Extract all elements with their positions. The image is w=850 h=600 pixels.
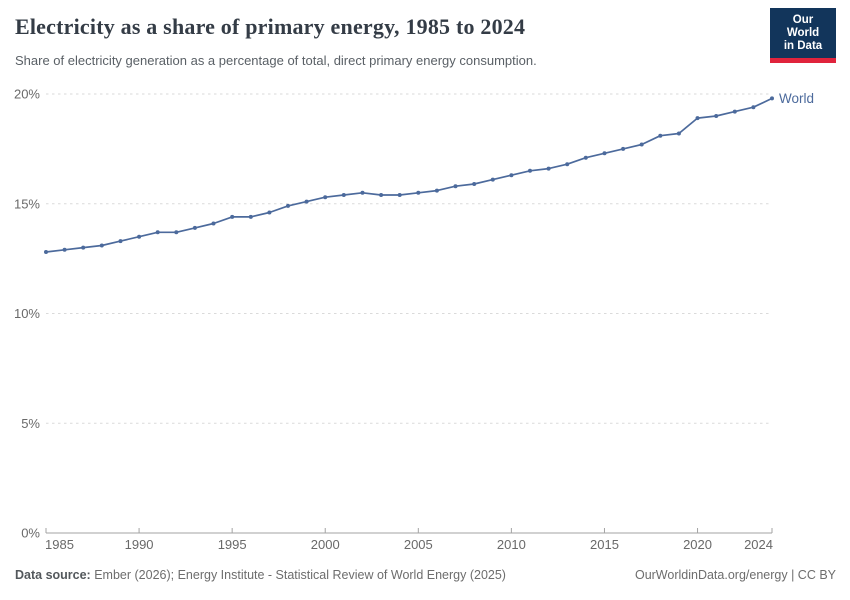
- attribution-divider: |: [787, 568, 798, 582]
- data-point[interactable]: [341, 193, 346, 197]
- data-point[interactable]: [676, 131, 681, 136]
- owid-logo[interactable]: Our World in Data: [770, 8, 836, 63]
- data-point[interactable]: [732, 109, 737, 114]
- data-point[interactable]: [379, 193, 384, 197]
- data-point[interactable]: [490, 177, 495, 182]
- owid-logo-line1: Our World: [786, 14, 820, 39]
- owid-logo-line2: in Data: [783, 40, 823, 52]
- series-end-label[interactable]: World: [779, 91, 814, 106]
- x-axis-tick-label: 1995: [218, 537, 247, 552]
- data-source-note[interactable]: Data source: Ember (2026); Energy Instit…: [15, 568, 506, 582]
- y-axis-tick-label: 5%: [21, 416, 40, 431]
- data-point[interactable]: [639, 142, 644, 147]
- data-point[interactable]: [602, 151, 607, 156]
- data-point[interactable]: [44, 250, 48, 254]
- data-point[interactable]: [695, 116, 700, 121]
- owid-url-link[interactable]: OurWorldinData.org/energy: [634, 568, 788, 582]
- data-point[interactable]: [174, 230, 179, 235]
- x-axis-tick-label: 2000: [311, 537, 340, 552]
- data-point[interactable]: [509, 173, 514, 178]
- data-point[interactable]: [546, 166, 551, 171]
- data-point[interactable]: [192, 225, 197, 230]
- x-axis-tick-label: 2024: [744, 537, 773, 552]
- data-point[interactable]: [528, 168, 532, 173]
- data-source-text: Ember (2026); Energy Institute - Statist…: [94, 568, 506, 582]
- data-point[interactable]: [118, 239, 123, 244]
- data-point[interactable]: [286, 203, 290, 208]
- x-axis-tick-label: 2020: [683, 537, 712, 552]
- data-point[interactable]: [472, 182, 477, 186]
- data-point[interactable]: [565, 162, 570, 167]
- y-axis-tick-label: 0%: [21, 526, 40, 541]
- data-point[interactable]: [583, 155, 588, 160]
- data-point[interactable]: [658, 133, 663, 138]
- data-point[interactable]: [248, 214, 253, 219]
- data-point[interactable]: [360, 190, 365, 195]
- data-point[interactable]: [323, 195, 328, 200]
- x-axis-tick-label: 2010: [497, 537, 526, 552]
- data-point[interactable]: [714, 114, 719, 118]
- data-point[interactable]: [621, 146, 626, 151]
- x-axis-tick-label: 2005: [404, 537, 433, 552]
- data-point[interactable]: [230, 214, 235, 219]
- data-point[interactable]: [416, 190, 421, 195]
- attribution: OurWorldinData.org/energy | CC BY: [635, 568, 836, 582]
- data-point[interactable]: [770, 96, 774, 101]
- x-axis-tick-label: 2015: [590, 537, 619, 552]
- y-axis-tick-label: 15%: [14, 196, 40, 211]
- chart-title: Electricity as a share of primary energy…: [15, 14, 526, 39]
- x-axis-tick-label: 1985: [45, 537, 74, 552]
- data-source-label: Data source:: [15, 568, 91, 582]
- data-point[interactable]: [211, 221, 216, 226]
- world-series-line[interactable]: [45, 97, 773, 253]
- data-point[interactable]: [751, 105, 756, 110]
- data-point[interactable]: [453, 184, 458, 189]
- data-point[interactable]: [397, 193, 402, 197]
- data-point[interactable]: [267, 210, 272, 215]
- chart-subtitle: Share of electricity generation as a per…: [15, 53, 537, 68]
- y-axis-tick-label: 20%: [14, 87, 40, 102]
- data-point[interactable]: [81, 245, 86, 250]
- data-point[interactable]: [304, 199, 309, 204]
- x-axis-tick-label: 1990: [125, 537, 154, 552]
- data-point[interactable]: [137, 234, 142, 239]
- data-point[interactable]: [62, 247, 67, 252]
- data-point[interactable]: [155, 230, 160, 235]
- data-point[interactable]: [434, 188, 439, 193]
- chart-footer: Data source: Ember (2026); Energy Instit…: [15, 568, 836, 582]
- data-point[interactable]: [99, 243, 104, 248]
- license-label: CC BY: [797, 568, 836, 582]
- y-axis-tick-label: 10%: [14, 306, 40, 321]
